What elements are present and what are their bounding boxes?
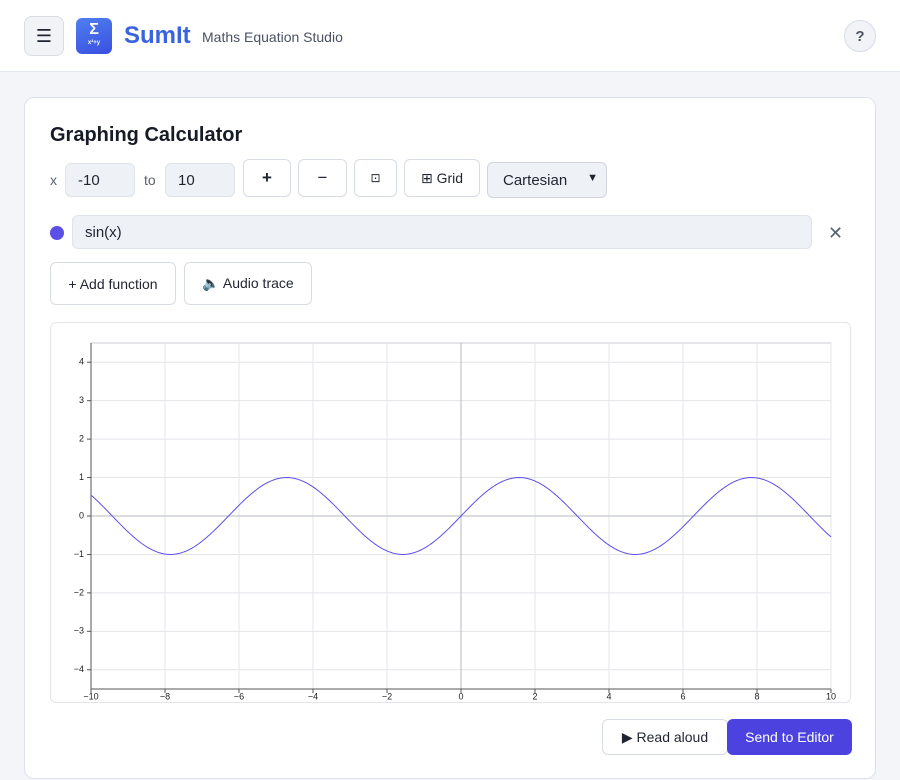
grid-toggle-button[interactable]: ⊞ Grid <box>404 159 480 197</box>
fit-view-button[interactable]: ⊡ <box>354 159 397 197</box>
y-tick-label: −4 <box>74 664 84 674</box>
graph-area[interactable]: −10 −8 −6 −4 −2 0 2 4 6 8 10 −4 −3 −2 −1 0 1 2 3 4 <box>50 322 851 703</box>
x-tick-label: −8 <box>160 691 170 701</box>
graphing-calculator-card: Graphing Calculator x -10 to 10 + − ⊡ ⊞ … <box>24 97 876 779</box>
x-tick-label: 6 <box>680 691 685 701</box>
function-color-swatch[interactable] <box>50 226 64 240</box>
x-tick-label: 0 <box>458 691 463 701</box>
x-min-input[interactable]: -10 <box>65 163 135 197</box>
app-tagline: Maths Equation Studio <box>202 29 343 45</box>
x-tick-label: 4 <box>606 691 611 701</box>
x-range-label: x <box>50 172 57 188</box>
y-tick-label: −3 <box>74 626 84 636</box>
logo-subscript: x²+y <box>87 40 101 46</box>
x-tick-label: 2 <box>532 691 537 701</box>
menu-button[interactable]: ☰ <box>24 16 64 56</box>
y-tick-label: −2 <box>74 587 84 597</box>
chevron-down-icon: ▼ <box>587 172 598 184</box>
send-to-editor-button[interactable]: Send to Editor <box>727 719 852 755</box>
y-tick-label: 0 <box>79 510 84 520</box>
y-tick-label: 1 <box>79 472 84 482</box>
y-tick-label: 4 <box>79 357 84 367</box>
zoom-out-button[interactable]: − <box>298 159 347 197</box>
series-line-sin <box>90 477 832 555</box>
y-tick-label: −1 <box>74 549 84 559</box>
x-tick-label: −4 <box>308 691 318 701</box>
hamburger-icon: ☰ <box>35 26 53 46</box>
zoom-in-button[interactable]: + <box>243 159 291 197</box>
app-header: ☰ Σ x²+y SumIt Maths Equation Studio ? <box>0 0 900 72</box>
read-aloud-button[interactable]: ▶ Read aloud <box>602 719 728 755</box>
sigma-icon: Σ <box>89 21 99 38</box>
y-tick-label: 2 <box>79 433 84 443</box>
x-max-input[interactable]: 10 <box>165 163 235 197</box>
audio-trace-button[interactable]: 🔈 Audio trace <box>184 262 312 305</box>
to-label: to <box>144 172 156 188</box>
app-logo: Σ x²+y <box>76 18 112 54</box>
y-tick-label: 3 <box>79 395 84 405</box>
remove-function-icon[interactable]: ✕ <box>828 223 844 243</box>
x-tick-label: 10 <box>826 691 836 701</box>
help-button[interactable]: ? <box>844 20 876 52</box>
question-icon: ? <box>855 27 865 45</box>
coordinate-mode-select[interactable]: Cartesian ▼ <box>487 162 607 198</box>
card-title: Graphing Calculator <box>50 124 243 146</box>
x-tick-label: −6 <box>234 691 244 701</box>
x-tick-label: −10 <box>83 691 98 701</box>
app-name: SumIt <box>124 22 191 49</box>
function-input[interactable]: sin(x) <box>72 215 812 249</box>
add-function-button[interactable]: + Add function <box>50 262 176 305</box>
x-tick-label: −2 <box>382 691 392 701</box>
x-tick-label: 8 <box>754 691 759 701</box>
coordinate-mode-value: Cartesian <box>503 171 568 189</box>
